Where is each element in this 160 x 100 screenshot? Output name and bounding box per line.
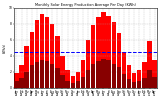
Bar — [50, 64, 54, 88]
Bar — [132, 73, 136, 88]
Bar — [19, 65, 24, 88]
Bar — [35, 20, 39, 88]
Y-axis label: kWh/d: kWh/d — [3, 43, 7, 52]
Bar — [30, 65, 34, 88]
Bar — [112, 64, 116, 88]
Bar — [14, 73, 19, 88]
Bar — [55, 36, 60, 88]
Bar — [96, 17, 100, 88]
Bar — [50, 24, 54, 88]
Bar — [60, 56, 65, 88]
Bar — [71, 76, 75, 88]
Bar — [45, 61, 49, 88]
Bar — [142, 78, 147, 88]
Bar — [86, 70, 90, 88]
Bar — [35, 62, 39, 88]
Bar — [40, 14, 44, 88]
Bar — [65, 70, 70, 88]
Bar — [40, 60, 44, 88]
Bar — [55, 68, 60, 88]
Bar — [86, 40, 90, 88]
Bar — [24, 46, 29, 88]
Bar — [106, 16, 111, 88]
Bar — [101, 59, 106, 88]
Bar — [127, 79, 131, 88]
Bar — [137, 81, 141, 88]
Bar — [19, 78, 24, 88]
Bar — [76, 72, 80, 88]
Bar — [76, 81, 80, 88]
Bar — [117, 33, 121, 88]
Bar — [132, 82, 136, 88]
Bar — [117, 67, 121, 88]
Bar — [96, 61, 100, 88]
Bar — [24, 72, 29, 88]
Bar — [127, 65, 131, 88]
Bar — [65, 80, 70, 88]
Bar — [147, 41, 152, 88]
Bar — [112, 22, 116, 88]
Title: Monthly Solar Energy Production Average Per Day (KWh): Monthly Solar Energy Production Average … — [35, 3, 136, 7]
Bar — [142, 62, 147, 88]
Bar — [91, 25, 95, 88]
Bar — [122, 74, 126, 88]
Bar — [81, 76, 85, 88]
Bar — [60, 75, 65, 88]
Bar — [30, 32, 34, 88]
Bar — [91, 64, 95, 88]
Bar — [14, 81, 19, 88]
Bar — [152, 60, 157, 88]
Bar — [137, 70, 141, 88]
Bar — [147, 70, 152, 88]
Bar — [106, 60, 111, 88]
Bar — [45, 17, 49, 88]
Bar — [101, 12, 106, 88]
Bar — [152, 77, 157, 88]
Bar — [122, 52, 126, 88]
Bar — [81, 60, 85, 88]
Bar — [71, 83, 75, 88]
